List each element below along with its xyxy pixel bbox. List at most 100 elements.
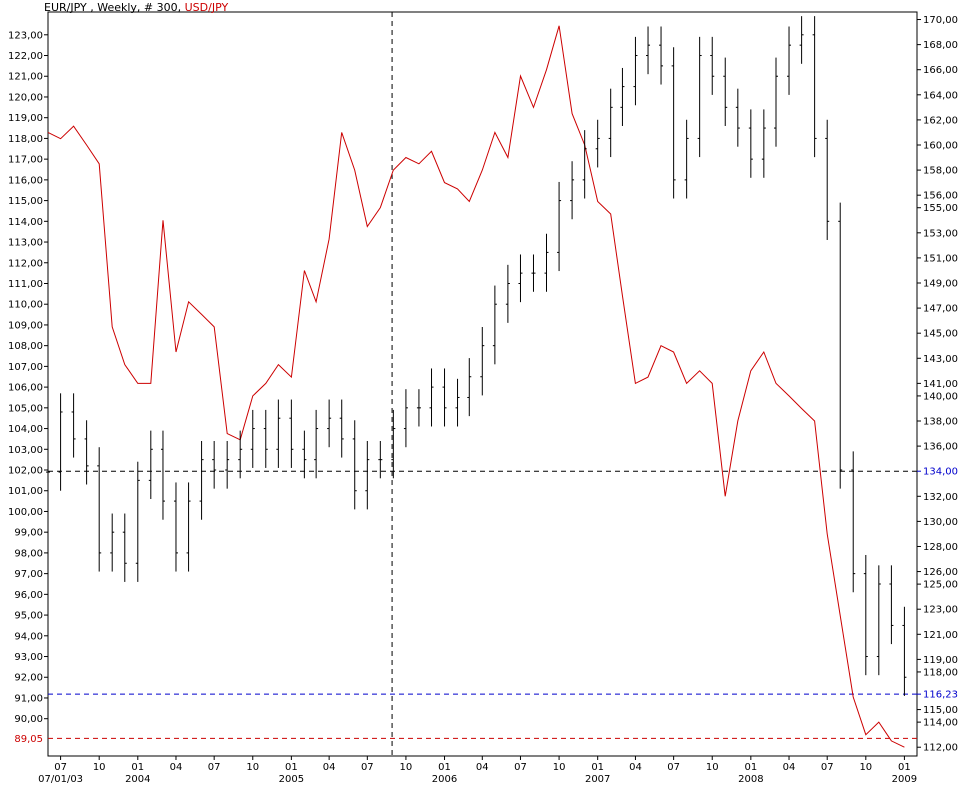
ohlc-bar xyxy=(787,26,792,95)
left-tick-label: 116,00 xyxy=(8,175,43,186)
ohlc-bar xyxy=(403,389,408,448)
left-tick-label: 106,00 xyxy=(8,383,43,394)
ohlc-bar xyxy=(302,430,307,479)
right-tick-label: 141,00 xyxy=(923,379,958,390)
x-year-label: 2006 xyxy=(432,774,457,785)
ohlc-bar xyxy=(480,327,485,396)
ohlc-bar xyxy=(505,264,510,323)
x-year-label: 2005 xyxy=(279,774,304,785)
reference-lines xyxy=(48,12,917,756)
usdjpy-series xyxy=(47,25,905,748)
right-tick-label: 138,00 xyxy=(923,417,958,428)
left-tick-label: 112,00 xyxy=(8,258,43,269)
ohlc-bar xyxy=(544,233,549,292)
left-tick-label: 114,00 xyxy=(8,217,43,228)
right-axis: 170,00 168,00 166,00 164,00 162,00 160,00 158,… xyxy=(917,15,958,754)
x-tick-label: 07 xyxy=(54,762,67,773)
ohlc-bar xyxy=(761,109,766,178)
right-tick-label: 123,00 xyxy=(923,605,958,616)
ohlc-bar xyxy=(365,440,370,510)
right-tick-label: 145,00 xyxy=(923,329,958,340)
right-tick-label: 170,00 xyxy=(923,15,958,26)
ohlc-bar xyxy=(314,409,319,479)
left-axis: 123,00 122,00 121,00 120,00 119,00 118,00 117,… xyxy=(8,30,48,745)
right-tick-label: 114,00 xyxy=(923,718,958,729)
ohlc-bar xyxy=(812,16,817,158)
x-tick-label: 01 xyxy=(285,762,298,773)
left-tick-label: 107,00 xyxy=(8,362,43,373)
x-tick-label: 10 xyxy=(93,762,106,773)
left-tick-label: 119,00 xyxy=(8,113,43,124)
right-marker-label: 116,23 xyxy=(923,690,958,701)
ohlc-bar xyxy=(582,130,587,199)
ohlc-bar xyxy=(735,88,740,147)
ohlc-bar xyxy=(838,202,843,489)
left-tick-label: 110,00 xyxy=(8,300,43,311)
ohlc-bar xyxy=(186,482,191,572)
ohlc-bar xyxy=(84,420,89,485)
ohlc-bar xyxy=(339,399,344,458)
ohlc-bar xyxy=(263,409,268,468)
x-year-label: 2009 xyxy=(892,774,917,785)
ohlc-bar xyxy=(46,453,50,491)
left-tick-label: 92,00 xyxy=(14,673,43,684)
right-tick-label: 119,00 xyxy=(923,655,958,666)
left-tick-label: 104,00 xyxy=(8,424,43,435)
left-tick-label: 91,00 xyxy=(14,693,43,704)
left-tick-label: 111,00 xyxy=(8,279,43,290)
ohlc-bar xyxy=(391,409,396,479)
x-axis: 07 10 01 04 07 10 01 04 07 10 01 04 07 10 01 04 07 10 01 04… xyxy=(38,756,917,785)
ohlc-bar xyxy=(238,430,243,479)
right-tick-label: 166,00 xyxy=(923,65,958,76)
ohlc-bar xyxy=(876,565,881,676)
ohlc-bar xyxy=(289,399,294,468)
x-year-label: 2007 xyxy=(585,774,610,785)
x-tick-label: 07 xyxy=(821,762,834,773)
ohlc-bar xyxy=(148,430,153,500)
right-tick-label: 156,00 xyxy=(923,191,958,202)
ohlc-bar xyxy=(723,57,728,126)
ohlc-bar xyxy=(889,565,894,645)
ohlc-bar xyxy=(518,254,523,303)
x-tick-label: 10 xyxy=(553,762,566,773)
right-tick-label: 118,00 xyxy=(923,667,958,678)
left-tick-label: 95,00 xyxy=(14,611,43,622)
left-tick-label: 121,00 xyxy=(8,72,43,83)
right-tick-label: 158,00 xyxy=(923,166,958,177)
ohlc-bar xyxy=(748,109,753,178)
right-tick-label: 126,00 xyxy=(923,567,958,578)
ohlc-bar xyxy=(595,119,600,168)
title-symbol: EUR/JPY xyxy=(44,1,87,14)
ohlc-bar xyxy=(774,57,779,147)
ohlc-bar xyxy=(352,420,357,510)
left-tick-label: 123,00 xyxy=(8,30,43,41)
ohlc-bar xyxy=(646,26,651,75)
ohlc-bar xyxy=(851,451,856,593)
right-tick-label: 132,00 xyxy=(923,492,958,503)
left-tick-label: 99,00 xyxy=(14,528,43,539)
left-tick-label: 96,00 xyxy=(14,590,43,601)
title-info: , Weekly, # 300, xyxy=(86,1,185,14)
left-tick-label: 97,00 xyxy=(14,569,43,580)
x-tick-label: 07 xyxy=(667,762,680,773)
ohlc-bar xyxy=(710,36,715,95)
ohlc-bar xyxy=(71,393,76,458)
title-overlay: USD/JPY xyxy=(184,1,229,14)
left-tick-label: 102,00 xyxy=(8,466,43,477)
right-tick-label: 149,00 xyxy=(923,279,958,290)
left-tick-label: 105,00 xyxy=(8,403,43,414)
right-tick-label: 130,00 xyxy=(923,517,958,528)
left-tick-label: 101,00 xyxy=(8,486,43,497)
ohlc-bar xyxy=(455,378,460,427)
right-tick-label: 162,00 xyxy=(923,115,958,126)
ohlc-bar xyxy=(531,254,536,292)
x-tick-label: 01 xyxy=(744,762,757,773)
left-tick-label: 120,00 xyxy=(8,92,43,103)
right-tick-label: 140,00 xyxy=(923,391,958,402)
x-tick-label: 10 xyxy=(246,762,259,773)
right-tick-label: 147,00 xyxy=(923,304,958,315)
right-tick-label: 164,00 xyxy=(923,90,958,101)
ohlc-bar xyxy=(250,409,255,468)
